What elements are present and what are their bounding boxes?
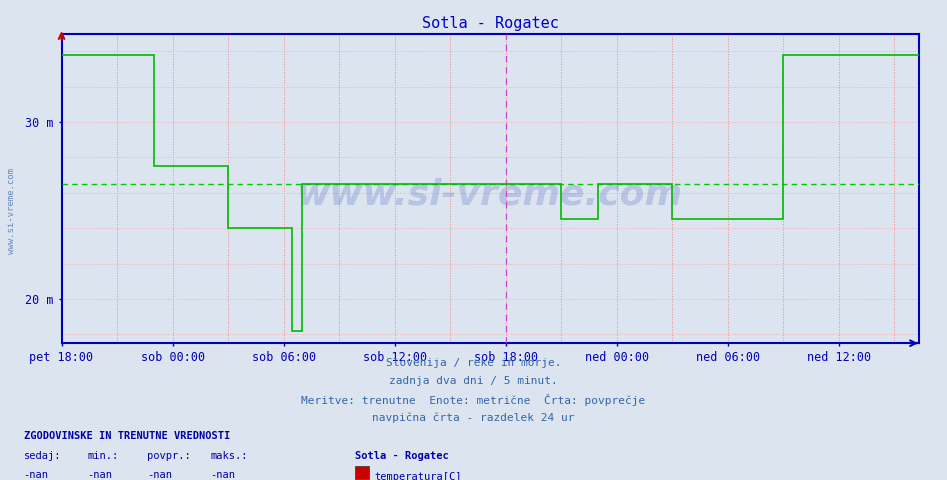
Text: sedaj:: sedaj: <box>24 451 62 461</box>
Text: www.si-vreme.com: www.si-vreme.com <box>7 168 16 254</box>
Text: maks.:: maks.: <box>210 451 248 461</box>
Text: zadnja dva dni / 5 minut.: zadnja dva dni / 5 minut. <box>389 376 558 386</box>
Text: ZGODOVINSKE IN TRENUTNE VREDNOSTI: ZGODOVINSKE IN TRENUTNE VREDNOSTI <box>24 431 230 441</box>
Text: -nan: -nan <box>87 469 112 480</box>
Text: navpična črta - razdelek 24 ur: navpična črta - razdelek 24 ur <box>372 412 575 423</box>
Text: povpr.:: povpr.: <box>147 451 190 461</box>
Text: -nan: -nan <box>210 469 235 480</box>
Text: -nan: -nan <box>147 469 171 480</box>
Text: -nan: -nan <box>24 469 48 480</box>
Text: Meritve: trenutne  Enote: metrične  Črta: povprečje: Meritve: trenutne Enote: metrične Črta: … <box>301 394 646 406</box>
Text: www.si-vreme.com: www.si-vreme.com <box>297 178 683 212</box>
Text: min.:: min.: <box>87 451 118 461</box>
Text: Sotla - Rogatec: Sotla - Rogatec <box>355 451 449 461</box>
Text: temperatura[C]: temperatura[C] <box>374 472 461 480</box>
Title: Sotla - Rogatec: Sotla - Rogatec <box>421 16 559 31</box>
Text: Slovenija / reke in morje.: Slovenija / reke in morje. <box>385 358 562 368</box>
